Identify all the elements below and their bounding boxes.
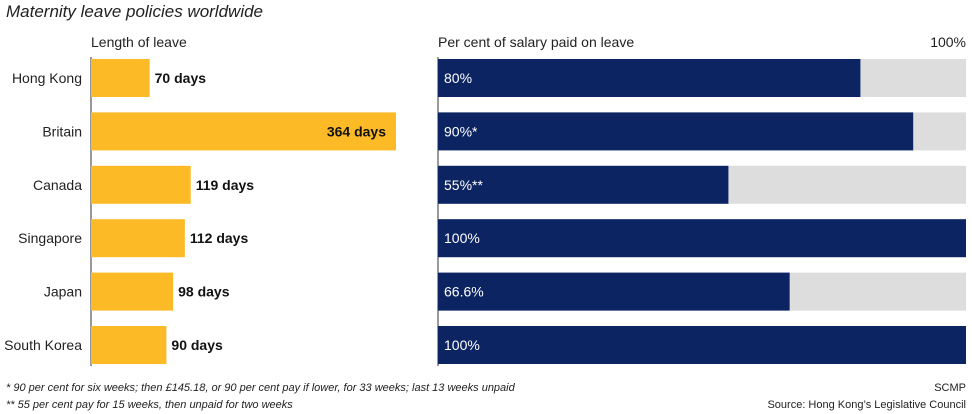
salary-bar (438, 272, 790, 311)
category-label: Japan (44, 284, 82, 300)
salary-value-label: 100% (444, 337, 480, 353)
category-label: Canada (33, 177, 82, 193)
footnote-1: * 90 per cent for six weeks; then £145.1… (6, 382, 516, 394)
salary-value-label: 100% (444, 230, 480, 246)
source-note: Source: Hong Kong’s Legislative Council (767, 399, 966, 411)
leave-value-label: 364 days (327, 123, 386, 139)
salary-value-label: 90%* (444, 123, 478, 139)
footnote-2: ** 55 per cent pay for 15 weeks, then un… (6, 399, 293, 411)
salary-max-label: 100% (930, 34, 966, 50)
salary-bar (438, 112, 914, 151)
salary-bar (438, 219, 966, 258)
leave-bar (91, 272, 174, 311)
salary-value-label: 80% (444, 70, 472, 86)
leave-bar (91, 59, 150, 97)
leave-bar (91, 326, 167, 364)
leave-value-label: 119 days (196, 177, 255, 193)
chart-title: Maternity leave policies worldwide (6, 2, 263, 21)
category-label: Britain (42, 123, 82, 139)
leave-bar (91, 219, 185, 258)
leave-bar (91, 112, 396, 151)
leave-value-label: 112 days (190, 230, 249, 246)
credit: SCMP (934, 382, 966, 394)
category-label: Hong Kong (12, 70, 82, 86)
leave-bar (91, 165, 191, 204)
category-label: Singapore (18, 230, 82, 246)
leave-value-label: 70 days (155, 70, 207, 86)
leave-value-label: 90 days (171, 337, 223, 353)
salary-header: Per cent of salary paid on leave (438, 34, 634, 50)
leave-header: Length of leave (91, 34, 187, 50)
salary-bar (438, 326, 966, 364)
salary-value-label: 55%** (444, 177, 483, 193)
salary-bar (438, 165, 729, 204)
salary-bar (438, 59, 861, 97)
leave-value-label: 98 days (178, 284, 230, 300)
salary-value-label: 66.6% (444, 284, 484, 300)
category-label: South Korea (4, 337, 82, 353)
